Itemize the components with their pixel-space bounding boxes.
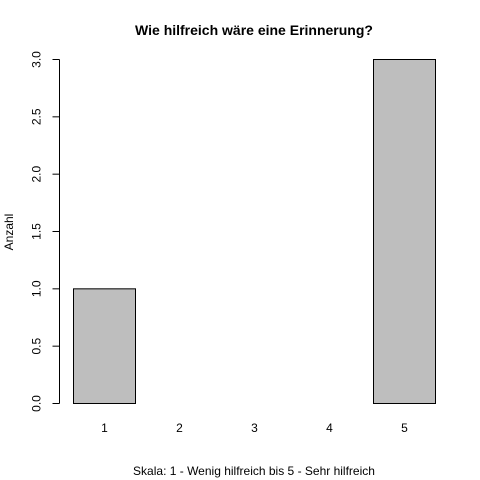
y-axis: 0.0 0.5 1.0 1.5 2.0 2.5 3.0 — [30, 51, 60, 412]
y-tick-label: 2.0 — [30, 166, 44, 183]
y-tick-label: 3.0 — [30, 51, 44, 68]
bars — [73, 59, 436, 405]
bar-1 — [73, 288, 136, 405]
y-tick-label: 2.5 — [30, 108, 44, 125]
y-tick-label: 0.0 — [30, 395, 44, 412]
y-tick-label: 1.0 — [30, 280, 44, 297]
y-axis-label: Anzahl — [2, 214, 16, 251]
bar-5 — [373, 59, 436, 404]
x-axis-label: Skala: 1 - Wenig hilfreich bis 5 - Sehr … — [133, 464, 375, 478]
x-tick-label: 5 — [401, 421, 408, 435]
y-tick-label: 0.5 — [30, 338, 44, 355]
chart-title: Wie hilfreich wäre eine Erinnerung? — [135, 22, 373, 38]
x-axis-tick-labels: 1 2 3 4 5 — [101, 421, 408, 435]
x-tick-label: 3 — [251, 421, 258, 435]
x-tick-label: 2 — [176, 421, 183, 435]
x-tick-label: 1 — [101, 421, 108, 435]
x-tick-label: 4 — [326, 421, 333, 435]
y-tick-label: 1.5 — [30, 223, 44, 240]
